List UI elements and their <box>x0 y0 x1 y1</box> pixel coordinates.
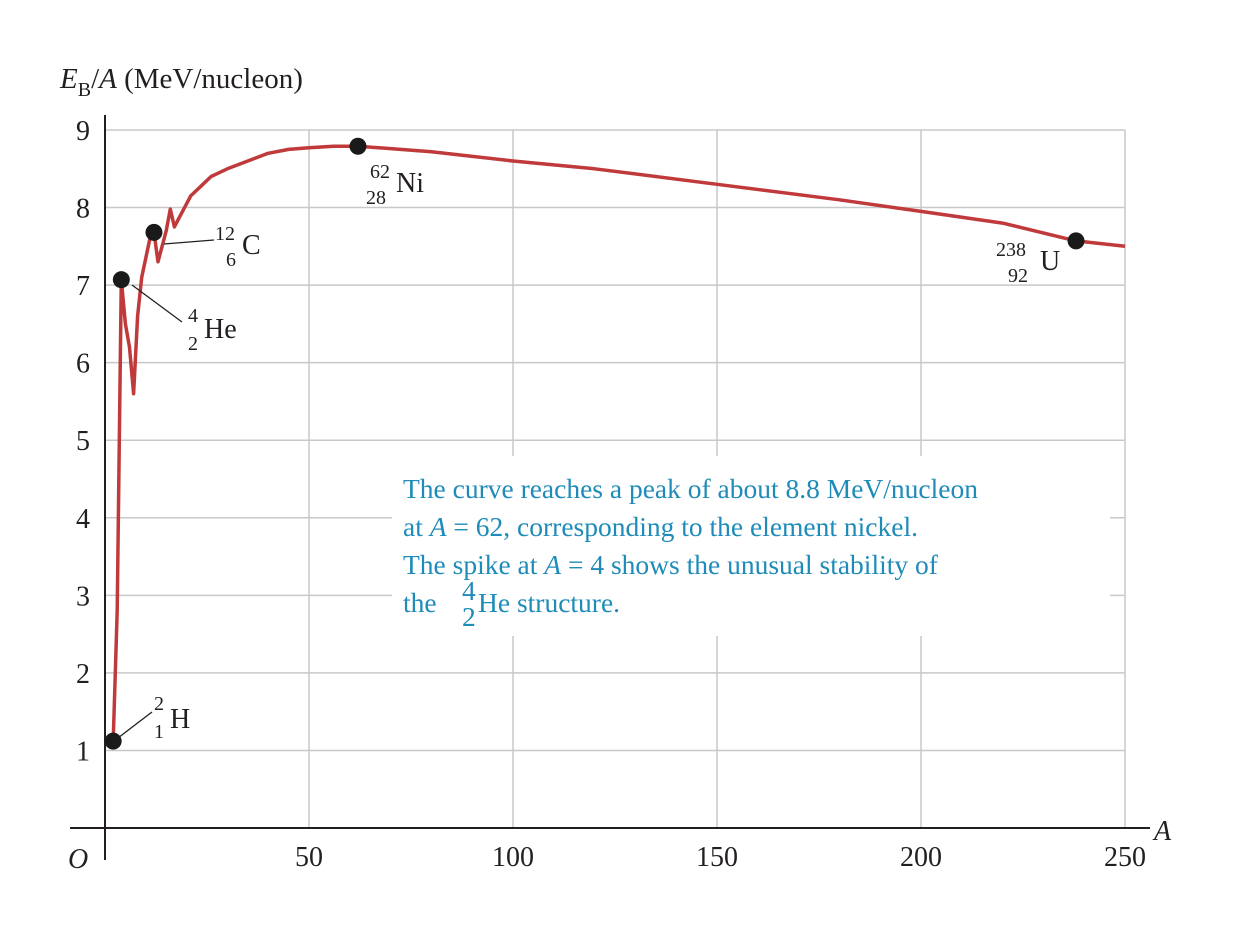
y-tick-8: 8 <box>76 194 90 225</box>
annotation-line-3: The spike at A = 4 shows the unusual sta… <box>403 549 939 580</box>
point-u <box>1067 232 1085 250</box>
y-tick-4: 4 <box>76 504 90 535</box>
label-c-mass: 12 <box>215 223 235 245</box>
x-tick-labels: 50 100 150 200 250 <box>295 842 1146 873</box>
leader-h <box>117 711 153 739</box>
x-tick-50: 50 <box>295 842 323 873</box>
label-h-z: 1 <box>154 721 164 743</box>
point-he <box>112 271 130 289</box>
points-layer <box>104 137 1085 750</box>
annotation-line-2-b: = 62, corresponding to the element nicke… <box>447 511 918 542</box>
axes <box>70 115 1150 860</box>
point-h <box>104 732 122 750</box>
origin-label: O <box>68 844 88 875</box>
y-tick-7: 7 <box>76 271 90 302</box>
annotation-line-4-mass: 4 <box>462 575 476 606</box>
y-tick-labels: 1 2 3 4 5 6 7 8 9 <box>76 116 90 767</box>
y-tick-2: 2 <box>76 659 90 690</box>
y-tick-6: 6 <box>76 349 90 380</box>
annotation-line-4-z: 2 <box>462 601 476 632</box>
annotation-line-4-a: the <box>403 587 437 618</box>
series-line-0 <box>111 144 1126 742</box>
x-tick-200: 200 <box>900 842 942 873</box>
annotation-line-3-b: = 4 shows the unusual stability of <box>561 549 939 580</box>
label-ni-z: 28 <box>366 187 386 209</box>
y-tick-5: 5 <box>76 426 90 457</box>
y-label-a: A <box>97 63 117 95</box>
y-label-e: E <box>59 63 78 95</box>
leader-he <box>131 284 183 323</box>
annotation: The curve reaches a peak of about 8.8 Me… <box>403 473 978 632</box>
annotation-box <box>392 456 1110 636</box>
label-he-sym: He <box>204 314 237 345</box>
y-tick-9: 9 <box>76 116 90 147</box>
y-label-sub: B <box>78 79 91 101</box>
point-ni <box>349 137 367 155</box>
x-axis-label: A <box>1152 816 1172 847</box>
leader-c <box>163 239 215 245</box>
annotation-line-2-a: at <box>403 511 430 542</box>
label-u-z: 92 <box>1008 265 1028 287</box>
label-u: 238 92 U <box>996 239 1060 287</box>
label-u-mass: 238 <box>996 239 1026 261</box>
leader-lines <box>117 239 215 739</box>
label-ni-mass: 62 <box>370 161 390 183</box>
label-h: 2 1 H <box>154 693 190 743</box>
y-label-units: (MeV/nucleon) <box>117 63 303 95</box>
x-tick-100: 100 <box>492 842 534 873</box>
series-layer <box>111 144 1126 742</box>
x-tick-250: 250 <box>1104 842 1146 873</box>
label-ni: 62 28 Ni <box>366 161 424 209</box>
annotation-line-2: at A = 62, corresponding to the element … <box>403 511 918 542</box>
y-tick-1: 1 <box>76 736 90 767</box>
point-c <box>145 223 163 241</box>
label-he-z: 2 <box>188 333 198 355</box>
y-axis-label: EB/A (MeV/nucleon) <box>59 63 303 101</box>
label-h-mass: 2 <box>154 693 164 715</box>
y-label-slash: / <box>91 63 100 95</box>
annotation-line-1: The curve reaches a peak of about 8.8 Me… <box>403 473 978 504</box>
label-c: 12 6 C <box>215 223 261 271</box>
label-u-sym: U <box>1040 246 1060 277</box>
y-tick-3: 3 <box>76 581 90 612</box>
annotation-line-4-b: He structure. <box>478 587 620 618</box>
label-h-sym: H <box>170 704 190 735</box>
label-c-z: 6 <box>226 249 236 271</box>
annotation-line-3-a: The spike at <box>403 549 544 580</box>
annotation-line-2-var: A <box>428 511 447 542</box>
label-he: 4 2 He <box>188 305 237 355</box>
annotation-line-3-var: A <box>542 549 561 580</box>
label-he-mass: 4 <box>188 305 198 327</box>
x-tick-150: 150 <box>696 842 738 873</box>
label-ni-sym: Ni <box>396 168 424 199</box>
label-c-sym: C <box>242 230 261 261</box>
